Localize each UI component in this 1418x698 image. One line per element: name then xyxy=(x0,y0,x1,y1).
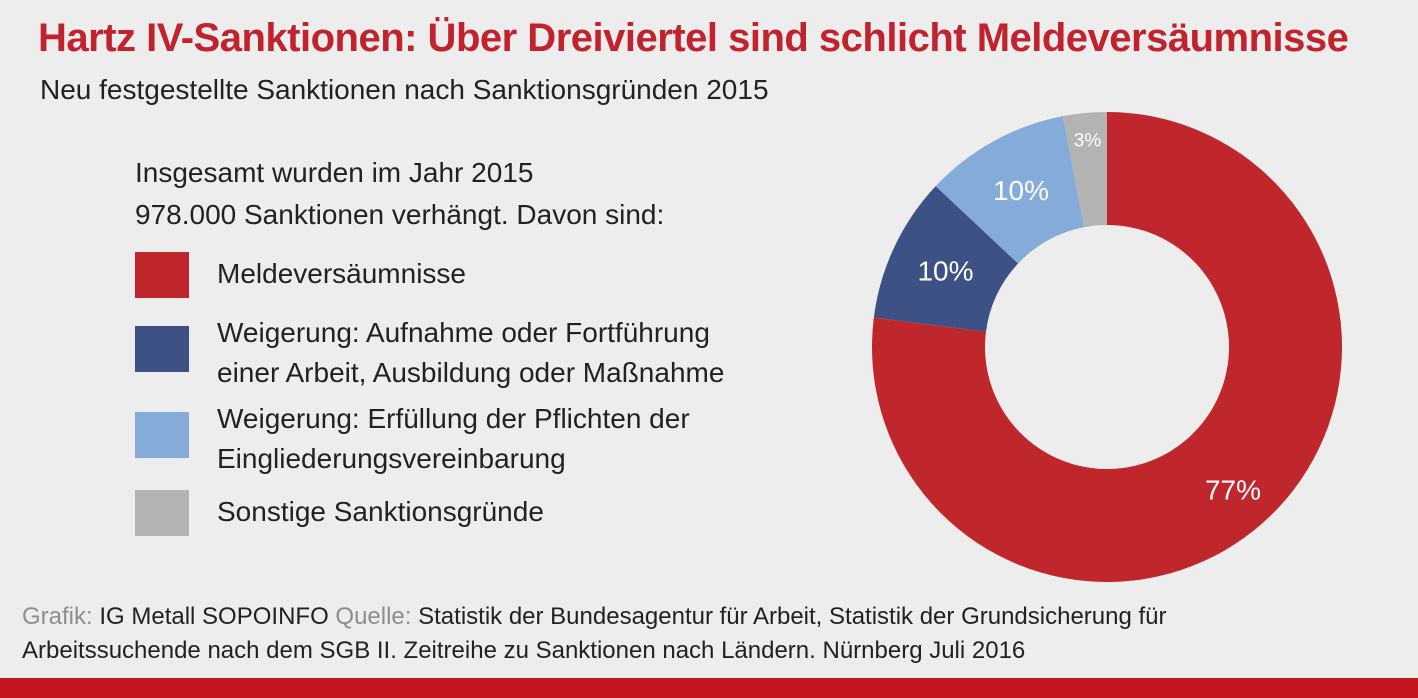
donut-slice-3 xyxy=(1062,112,1107,228)
intro-line-1: Insgesamt wurden im Jahr 2015 xyxy=(135,157,534,188)
intro-line-2: 978.000 Sanktionen verhängt. Davon sind: xyxy=(135,199,665,230)
source-note: Grafik: IG Metall SOPOINFO Quelle: Stati… xyxy=(22,600,1167,668)
intro-text: Insgesamt wurden im Jahr 2015 978.000 Sa… xyxy=(135,152,664,236)
legend-label: Sonstige Sanktionsgründe xyxy=(217,496,544,527)
donut-label-2: 10% xyxy=(993,175,1049,206)
donut-label-1: 10% xyxy=(917,255,973,286)
legend-label: Weigerung: Erfüllung der Pflichten der xyxy=(217,403,690,434)
source-line-2: Arbeitssuchende nach dem SGB II. Zeitrei… xyxy=(22,637,1026,664)
legend-swatch xyxy=(135,412,189,458)
bottom-accent-bar xyxy=(0,678,1418,698)
grafik-value: IG Metall SOPOINFO xyxy=(99,603,329,630)
legend-swatch xyxy=(135,326,189,372)
donut-slice-0 xyxy=(872,112,1342,583)
donut-slice-1 xyxy=(873,186,1019,332)
quelle-value: Statistik der Bundesagentur für Arbeit, … xyxy=(418,603,1167,630)
chart-subtitle: Neu festgestellte Sanktionen nach Sankti… xyxy=(40,74,769,105)
legend-item-meldeversaeumnisse: Meldeversäumnisse xyxy=(135,252,466,298)
legend-label: Meldeversäumnisse xyxy=(217,258,466,289)
donut-slice-2 xyxy=(935,116,1085,264)
legend-label: Eingliederungsvereinbarung xyxy=(217,443,566,474)
legend-label: einer Arbeit, Ausbildung oder Maßnahme xyxy=(217,357,725,388)
legend-item-weigerung-eingliederung: Weigerung: Erfüllung der Pflichten der E… xyxy=(135,403,690,479)
legend-swatch xyxy=(135,252,189,298)
donut-label-3: 3% xyxy=(1074,130,1102,151)
legend-item-weigerung-arbeit: Weigerung: Aufnahme oder Fortführung ein… xyxy=(135,317,725,393)
legend-label: Weigerung: Aufnahme oder Fortführung xyxy=(217,317,710,348)
quelle-label: Quelle: xyxy=(335,603,412,630)
legend-item-sonstige: Sonstige Sanktionsgründe xyxy=(135,490,544,536)
donut-label-0: 77% xyxy=(1205,474,1261,505)
legend-swatch xyxy=(135,490,189,536)
grafik-label: Grafik: xyxy=(22,603,93,630)
chart-title: Hartz IV-Sanktionen: Über Dreiviertel si… xyxy=(38,16,1349,60)
